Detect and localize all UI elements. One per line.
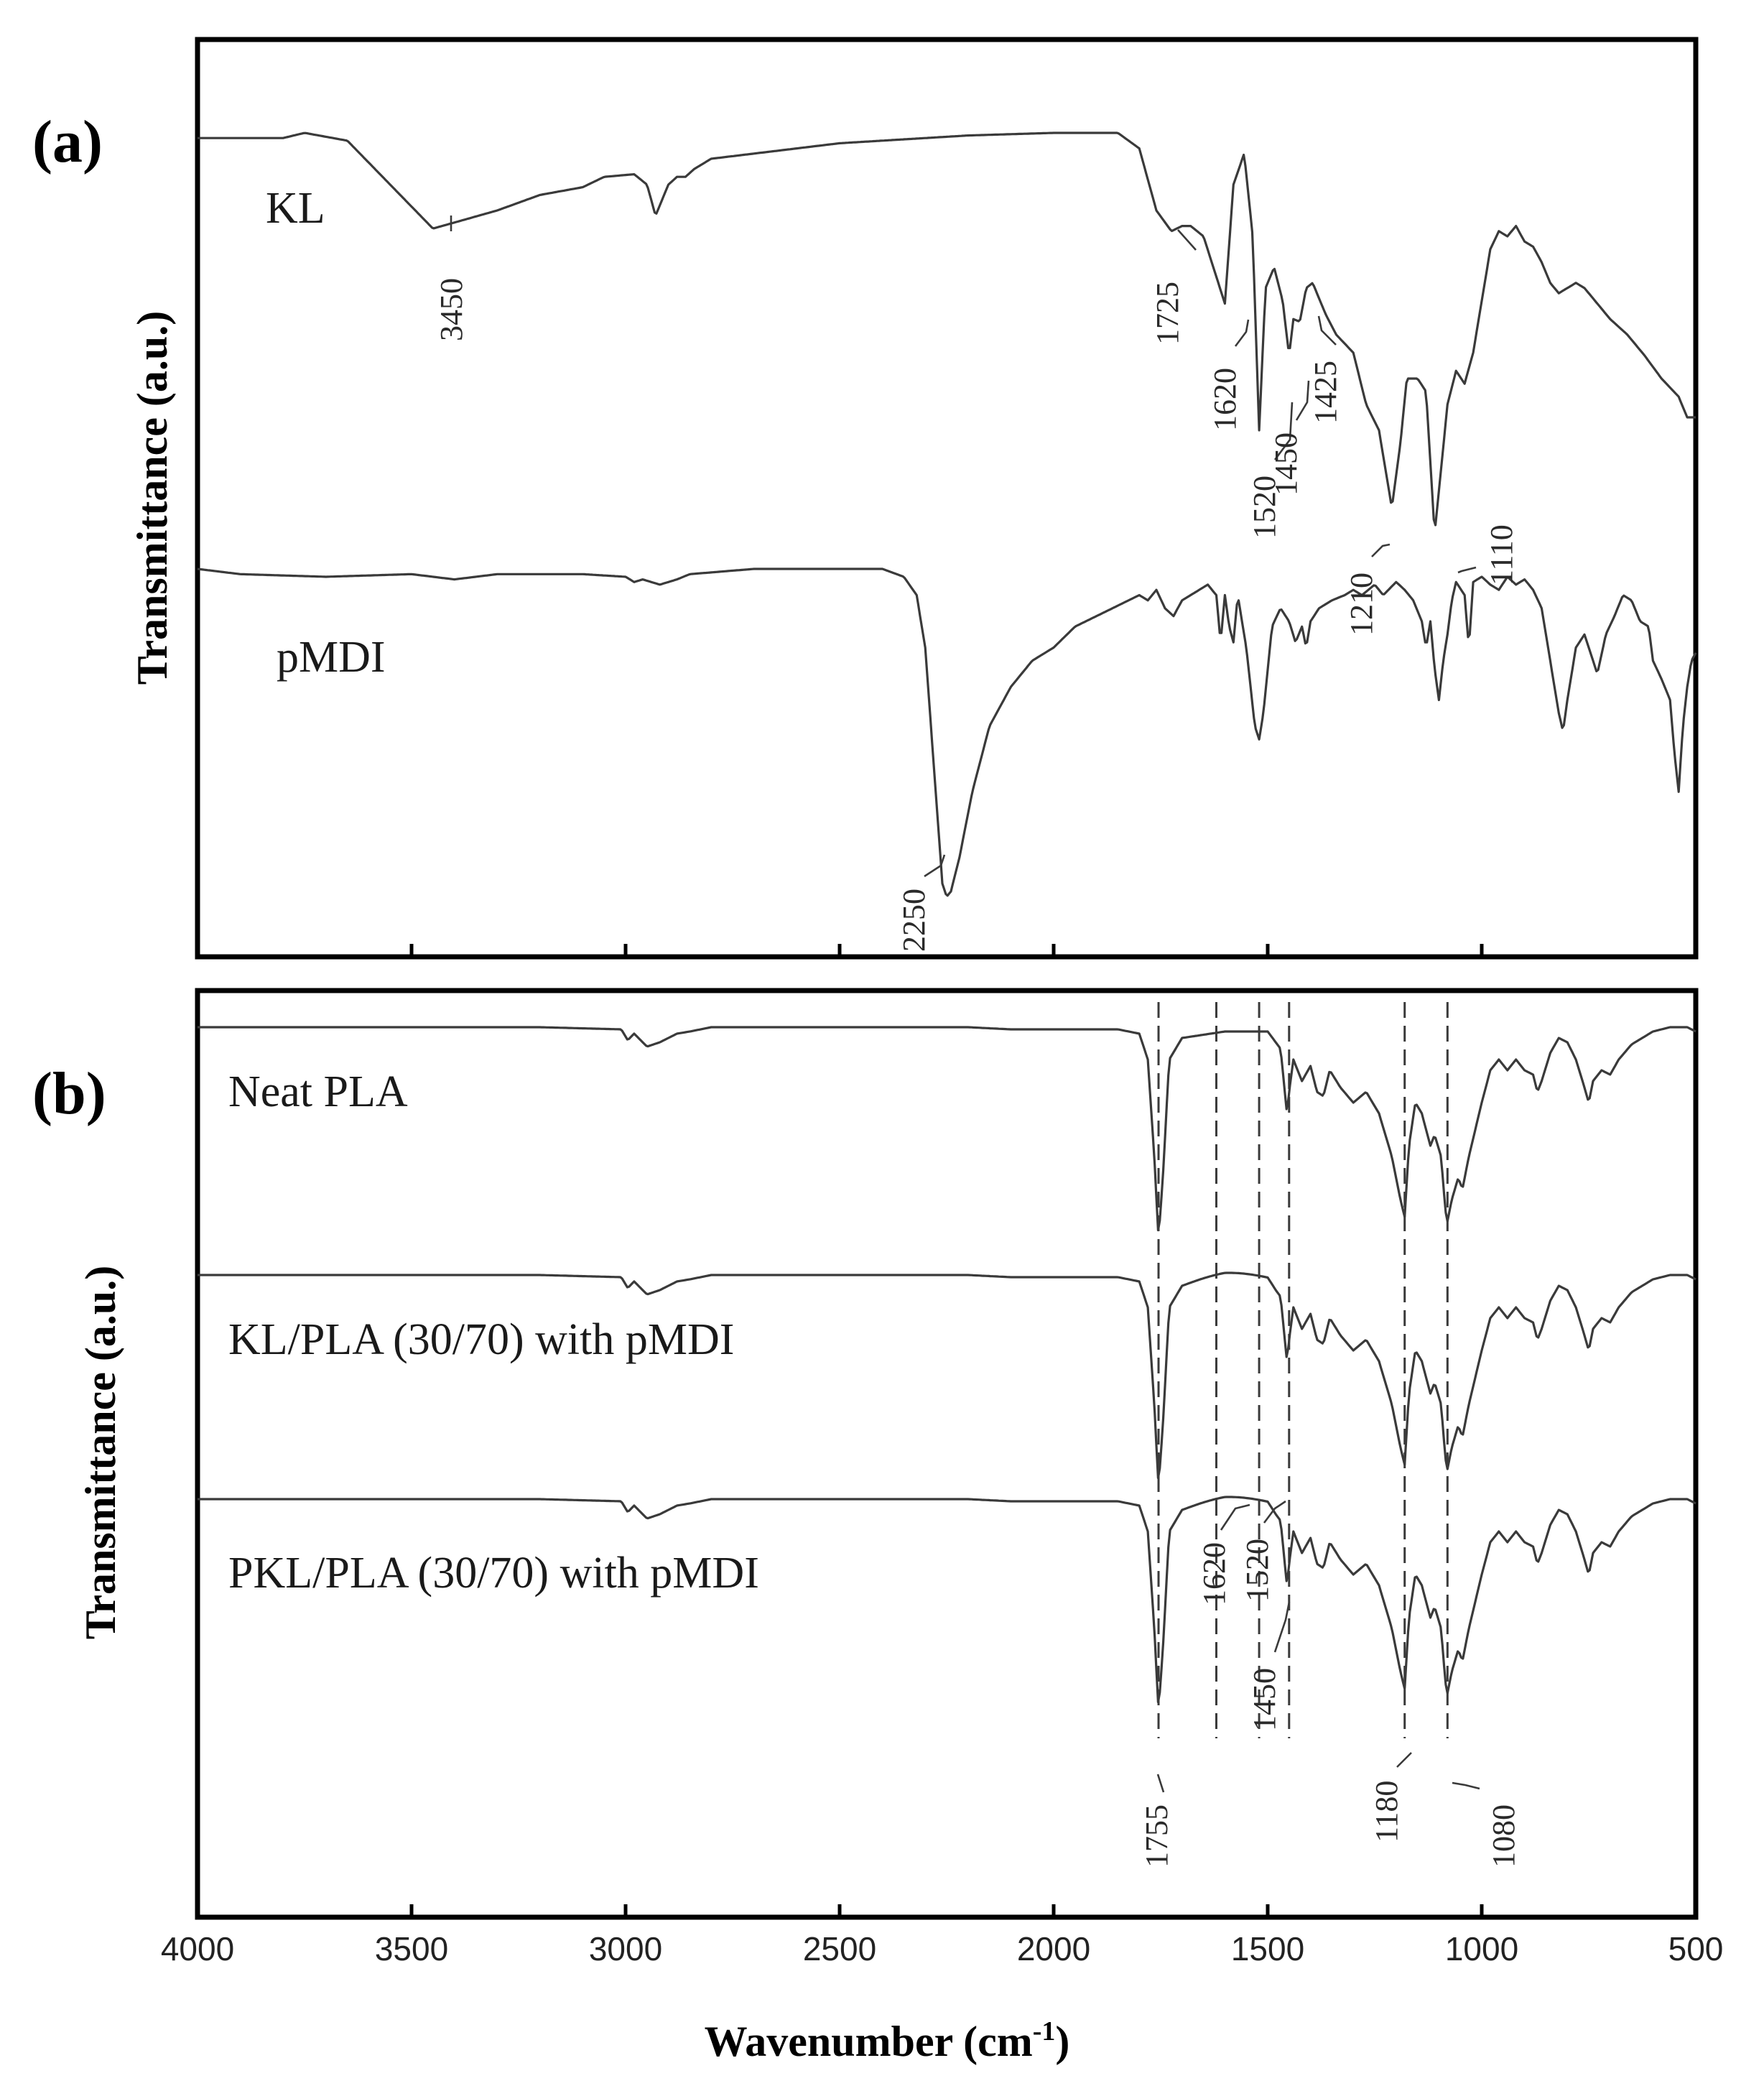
x-tick-label: 500 [1668, 1930, 1724, 1967]
leader-1520 [1273, 402, 1294, 460]
series-line-neat-pla [198, 1026, 1696, 1232]
series-label-kl: KL [266, 184, 325, 233]
x-tick-label: 2000 [1017, 1930, 1090, 1967]
panel-b-label: (b) [32, 1060, 106, 1127]
series-line-pkl-pla [198, 1496, 1696, 1704]
panel-a-y-axis-label: Transmittance (a.u.) [129, 311, 176, 685]
x-tick-label: 3500 [375, 1930, 448, 1967]
panel-a-ticks [409, 944, 1484, 957]
leader-1450 [1295, 380, 1310, 421]
leader-1180 [1396, 1752, 1412, 1768]
x-tick-labels: 4000 3500 3000 2500 2000 1500 1000 500 [161, 1930, 1724, 1967]
leader-1080 [1452, 1781, 1480, 1790]
annotation-1080: 1080 [1486, 1804, 1521, 1868]
leader-1520 [1263, 1500, 1286, 1524]
panel-b-y-axis-label: Transmittance (a.u.) [77, 1266, 124, 1640]
leader-1620 [1234, 319, 1250, 347]
panel-b-ticks [409, 1904, 1484, 1917]
x-axis-label: Wavenumber (cm-1) [705, 2016, 1070, 2065]
series-label-pkl-pla: PKL/PLA (30/70) with pMDI [228, 1549, 759, 1598]
panel-b-annotations: 1755 1620 1520 1450 1180 1080 [1139, 1500, 1521, 1868]
leader-1755 [1156, 1774, 1165, 1793]
leader-1620 [1220, 1503, 1250, 1531]
x-axis-label-main: Wavenumber (cm [705, 2018, 1033, 2065]
panel-a: (a) Transmittance (a.u.) KL pMDI 3450 17… [32, 37, 1699, 960]
series-label-kl-pla: KL/PLA (30/70) with pMDI [228, 1315, 734, 1364]
x-tick-label: 1500 [1231, 1930, 1304, 1967]
leader-1450 [1273, 1601, 1291, 1653]
panel-b-series [198, 1026, 1696, 1704]
annotation-1450: 1450 [1247, 1668, 1282, 1731]
annotation-1520: 1520 [1247, 476, 1282, 539]
leader-1725 [1177, 229, 1197, 251]
x-tick-label: 2500 [803, 1930, 876, 1967]
annotation-1210: 1210 [1344, 573, 1379, 636]
panel-a-series [197, 131, 1697, 897]
x-tick-label: 3000 [589, 1930, 662, 1967]
x-tick-label: 4000 [161, 1930, 234, 1967]
annotation-1520: 1520 [1240, 1539, 1275, 1602]
x-tick-label: 1000 [1445, 1930, 1518, 1967]
annotation-1425: 1425 [1308, 361, 1343, 424]
annotation-1725: 1725 [1150, 282, 1185, 345]
annotation-1180: 1180 [1369, 1781, 1404, 1842]
panel-b-guides [1157, 1002, 1449, 1738]
annotation-2250: 2250 [896, 889, 932, 952]
series-label-pmdi: pMDI [277, 633, 386, 682]
leader-1210 [1371, 543, 1391, 557]
annotation-1620: 1620 [1207, 368, 1243, 431]
panel-a-frame [195, 37, 1699, 960]
x-axis-label-superscript: -1 [1033, 2016, 1056, 2046]
leader-1425 [1317, 315, 1337, 346]
x-axis-label-close: ) [1055, 2018, 1069, 2065]
leader-2250 [924, 854, 946, 878]
panel-a-label: (a) [32, 108, 103, 175]
annotation-1620: 1620 [1197, 1542, 1232, 1605]
series-line-kl [198, 131, 1696, 527]
annotation-3450: 3450 [434, 278, 469, 341]
panel-a-annotations: 3450 1725 1620 1520 1450 1425 1210 1110 … [434, 215, 1519, 952]
annotation-1755: 1755 [1139, 1804, 1174, 1868]
series-label-neat-pla: Neat PLA [228, 1067, 408, 1116]
leader-1110 [1457, 566, 1477, 574]
annotation-1110: 1110 [1484, 524, 1519, 585]
series-line-pmdi [197, 567, 1697, 897]
panel-b-frame [195, 988, 1699, 1920]
panel-b: (b) Transmittance (a.u.) Neat PLA KL/PLA… [32, 988, 1724, 2065]
annotation-1450: 1450 [1268, 432, 1304, 496]
series-line-kl-pla [198, 1271, 1696, 1480]
